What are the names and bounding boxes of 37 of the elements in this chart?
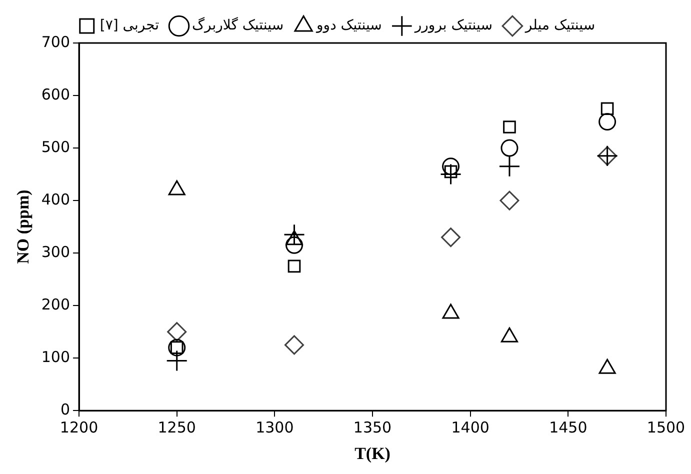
y-tick-label: 500 bbox=[41, 138, 70, 156]
x-tick-label: 1200 bbox=[60, 418, 98, 436]
y-tick-label: 700 bbox=[41, 32, 70, 51]
y-tick-label: 600 bbox=[41, 85, 70, 104]
y-tick-label: 300 bbox=[41, 242, 70, 261]
legend-label: سینتیک برورر bbox=[414, 18, 492, 34]
x-tick-label: 1350 bbox=[353, 418, 392, 436]
point bbox=[286, 236, 304, 254]
legend-label: تجربی [۷] bbox=[100, 18, 160, 34]
legend-label: سینتیک میلر bbox=[524, 18, 596, 34]
y-tick-label: 100 bbox=[41, 348, 70, 366]
legend-label: سینتیک گلاربرگ bbox=[192, 16, 284, 34]
y-tick-label: 200 bbox=[41, 295, 70, 314]
point bbox=[500, 190, 520, 210]
point bbox=[500, 139, 518, 157]
point bbox=[288, 260, 301, 273]
point bbox=[284, 335, 304, 355]
y-tick-label: 0 bbox=[60, 400, 70, 418]
point bbox=[284, 224, 306, 246]
y-tick-label: 400 bbox=[41, 190, 70, 208]
x-tick-label: 1300 bbox=[256, 418, 294, 436]
point bbox=[167, 322, 187, 342]
x-tick-label: 1400 bbox=[451, 418, 490, 436]
point bbox=[166, 350, 188, 372]
x-tick-label: 1450 bbox=[549, 418, 588, 436]
x-tick-label: 1500 bbox=[646, 418, 686, 436]
x-tick-label: 1250 bbox=[158, 418, 196, 436]
point bbox=[442, 158, 460, 176]
point bbox=[440, 164, 462, 186]
legend-label: سینتیک دوو bbox=[316, 18, 382, 34]
point bbox=[503, 120, 516, 134]
point bbox=[600, 102, 614, 116]
point bbox=[441, 228, 461, 248]
point bbox=[498, 156, 520, 178]
point bbox=[598, 113, 616, 131]
y-axis-title: NO (ppm) bbox=[14, 190, 33, 264]
x-axis-title: T(K) bbox=[354, 444, 390, 464]
